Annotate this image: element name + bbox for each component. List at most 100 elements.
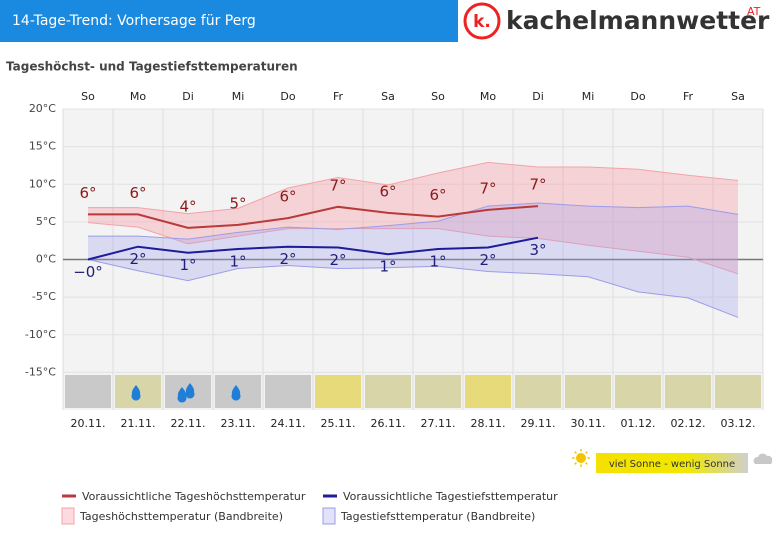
y-tick-label: -10°C: [25, 328, 56, 341]
data-label: 1°: [179, 256, 196, 274]
sun-ray: [574, 451, 577, 454]
x-tick-label: Mo: [130, 90, 146, 103]
sun-icon: [576, 453, 586, 463]
date-label: 21.11.: [121, 417, 156, 430]
x-tick-label: Di: [182, 90, 194, 103]
band-upper-edge: [88, 202, 739, 240]
series-line: [87, 236, 539, 261]
date-label: 02.12.: [671, 417, 706, 430]
band-lower-edge: [87, 222, 739, 275]
data-label: 1°: [429, 252, 446, 270]
date-label: 27.11.: [421, 417, 456, 430]
data-label: 6°: [429, 186, 446, 204]
sun-ray: [585, 462, 588, 465]
date-label: 01.12.: [621, 417, 656, 430]
x-tick-label: Mo: [480, 90, 496, 103]
x-tick-label: So: [81, 90, 95, 103]
y-tick-label: 20°C: [29, 102, 56, 115]
legend-label: Voraussichtliche Tagestiefsttemperatur: [343, 490, 558, 503]
sun-legend-label: viel Sonne - wenig Sonne: [609, 459, 735, 470]
data-label: 2°: [279, 250, 296, 268]
band-lower-edge: [87, 259, 739, 318]
x-tick-label: So: [431, 90, 445, 103]
data-label: 2°: [129, 250, 146, 268]
weather-box: [265, 375, 311, 408]
x-tick-label: Mi: [582, 90, 595, 103]
data-label: 2°: [329, 251, 346, 269]
sun-ray: [585, 451, 588, 454]
x-tick-label: Do: [280, 90, 295, 103]
data-label: 4°: [179, 197, 196, 215]
weather-box: [515, 375, 561, 408]
weather-box: [465, 375, 511, 408]
data-label: 6°: [279, 188, 296, 206]
weather-box: [65, 375, 111, 408]
x-tick-label: Di: [532, 90, 544, 103]
chart-title: Tageshöchst- und Tagestiefsttemperaturen: [6, 60, 298, 74]
legend-label: Tagestiefsttemperatur (Bandbreite): [340, 510, 535, 523]
rain-drop: [185, 383, 195, 399]
weather-box: [615, 375, 661, 408]
x-tick-label: Sa: [381, 90, 395, 103]
cloud-icon: [753, 453, 773, 464]
x-tick-label: Mi: [232, 90, 245, 103]
sun-ray: [574, 462, 577, 465]
weather-box: [715, 375, 761, 408]
y-tick-label: 5°C: [36, 215, 56, 228]
y-tick-label: -5°C: [32, 290, 56, 303]
y-tick-label: 0°C: [36, 253, 56, 266]
band-area: [88, 162, 738, 274]
data-label: 7°: [329, 176, 346, 194]
band-upper-edge: [88, 161, 739, 215]
date-label: 25.11.: [321, 417, 356, 430]
data-label: 7°: [479, 179, 496, 197]
date-label: 23.11.: [221, 417, 256, 430]
x-tick-label: Fr: [333, 90, 344, 103]
weather-box: [665, 375, 711, 408]
legend-label: Voraussichtliche Tageshöchsttemperatur: [82, 490, 306, 503]
header-bar: [0, 0, 458, 42]
header-title: 14-Tage-Trend: Vorhersage für Perg: [12, 13, 256, 29]
y-tick-label: -15°C: [25, 365, 56, 378]
date-label: 29.11.: [521, 417, 556, 430]
data-label: 1°: [229, 252, 246, 270]
rain-drop: [231, 385, 241, 401]
date-label: 20.11.: [71, 417, 106, 430]
rain-drop: [131, 385, 141, 401]
date-label: 28.11.: [471, 417, 506, 430]
logo-icon: [463, 2, 501, 40]
date-label: 24.11.: [271, 417, 306, 430]
logo-suffix: AT: [747, 5, 761, 18]
rain-drop: [177, 387, 187, 403]
y-tick-label: 10°C: [29, 177, 56, 190]
data-label: 2°: [479, 251, 496, 269]
data-label: 5°: [229, 194, 246, 212]
legend-label: Tageshöchsttemperatur (Bandbreite): [79, 510, 283, 523]
date-label: 03.12.: [721, 417, 756, 430]
logo-text: kachelmannwetter: [506, 6, 770, 35]
band-area: [88, 203, 738, 318]
weather-box: [315, 375, 361, 408]
weather-box: [365, 375, 411, 408]
logo-mark: k.: [473, 12, 491, 32]
date-label: 30.11.: [571, 417, 606, 430]
date-label: 26.11.: [371, 417, 406, 430]
sun-legend-box: [596, 453, 748, 473]
series-line: [88, 205, 539, 229]
x-tick-label: Sa: [731, 90, 745, 103]
x-tick-label: Fr: [683, 90, 694, 103]
data-label: −0°: [73, 263, 103, 281]
data-label: 1°: [379, 258, 396, 276]
weather-box: [415, 375, 461, 408]
y-tick-label: 15°C: [29, 140, 56, 153]
legend-swatch: [322, 507, 336, 525]
data-label: 6°: [379, 182, 396, 200]
data-label: 6°: [79, 184, 96, 202]
x-tick-label: Do: [630, 90, 645, 103]
weather-box: [565, 375, 611, 408]
date-label: 22.11.: [171, 417, 206, 430]
data-label: 3°: [529, 241, 546, 259]
data-label: 7°: [529, 176, 546, 194]
data-label: 6°: [129, 184, 146, 202]
